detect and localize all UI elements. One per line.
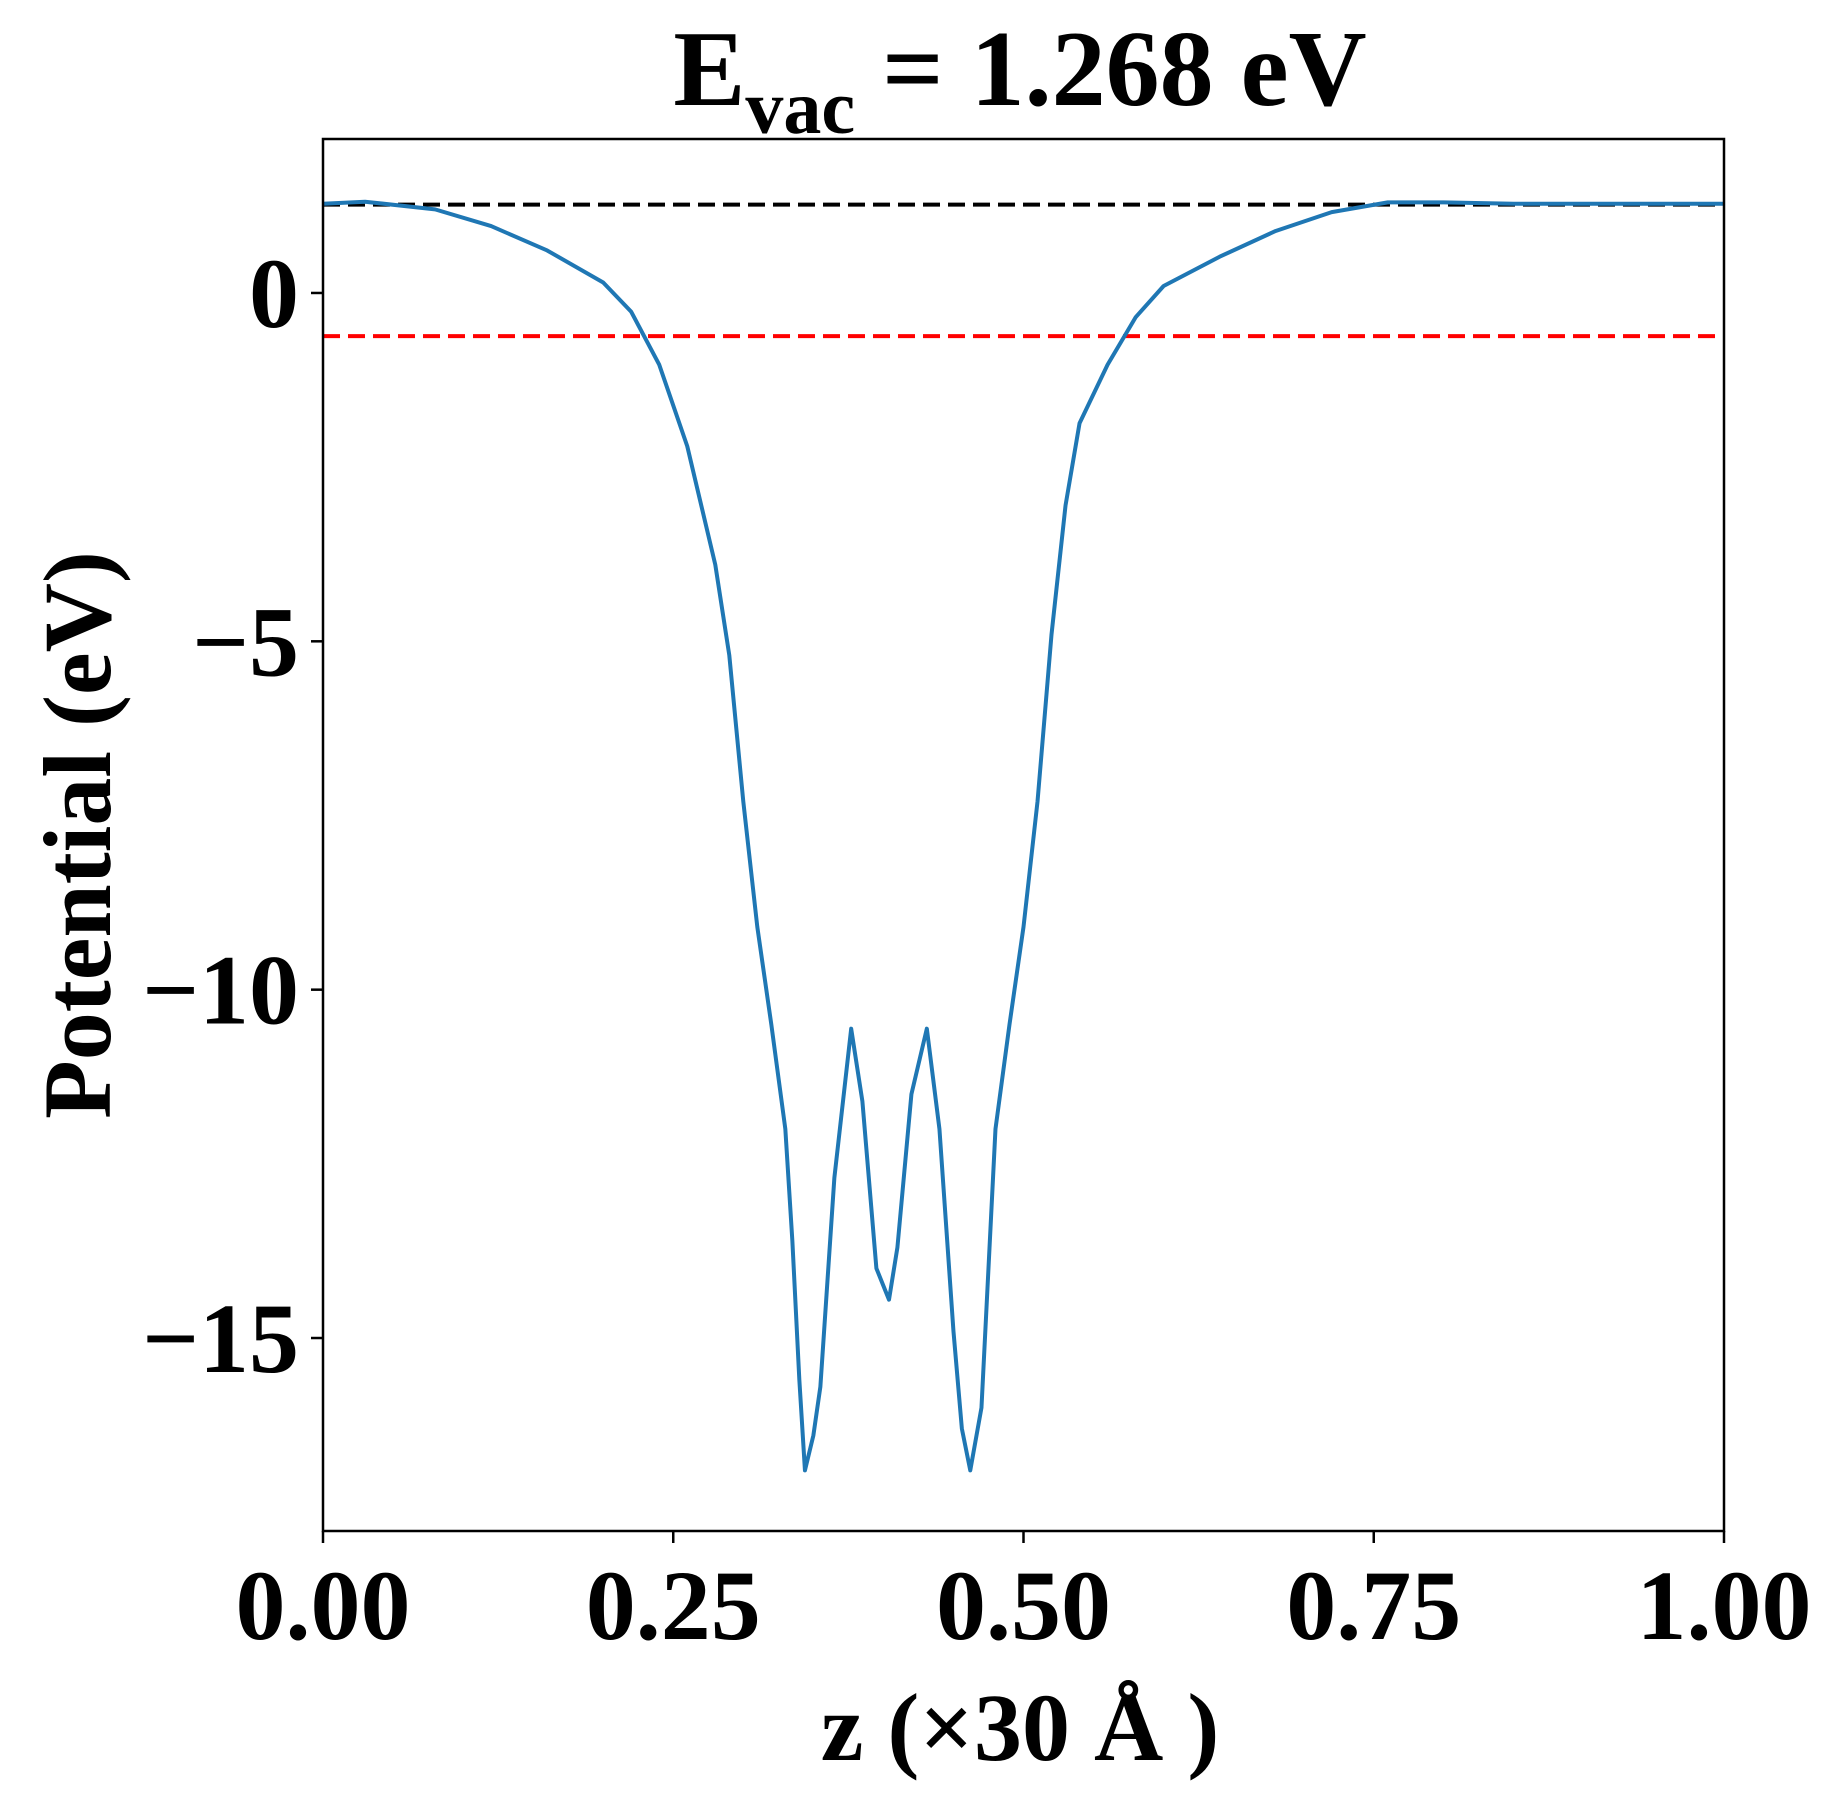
title-subscript: vac [745,66,855,150]
x-tick-label: 1.00 [1637,1550,1812,1661]
y-tick-label: −5 [192,586,299,697]
x-axis-label: z (×30 Å ) [821,1674,1220,1781]
y-tick-label: −10 [142,935,299,1046]
y-axis-label: Potential (eV) [24,551,131,1119]
y-tick-label: 0 [249,238,299,349]
x-tick-label: 0.75 [1286,1550,1461,1661]
title-main: E [673,10,745,129]
x-tick-label: 0.25 [586,1550,761,1661]
x-tick-label: 0.50 [936,1550,1111,1661]
y-tick-label: −15 [142,1283,299,1394]
x-tick-label: 0.00 [236,1550,411,1661]
plot-frame [321,137,1726,1533]
chart-title: Evac = 1.268 eV [673,10,1366,150]
data-line [322,199,1724,1473]
title-rest: = 1.268 eV [855,10,1366,129]
